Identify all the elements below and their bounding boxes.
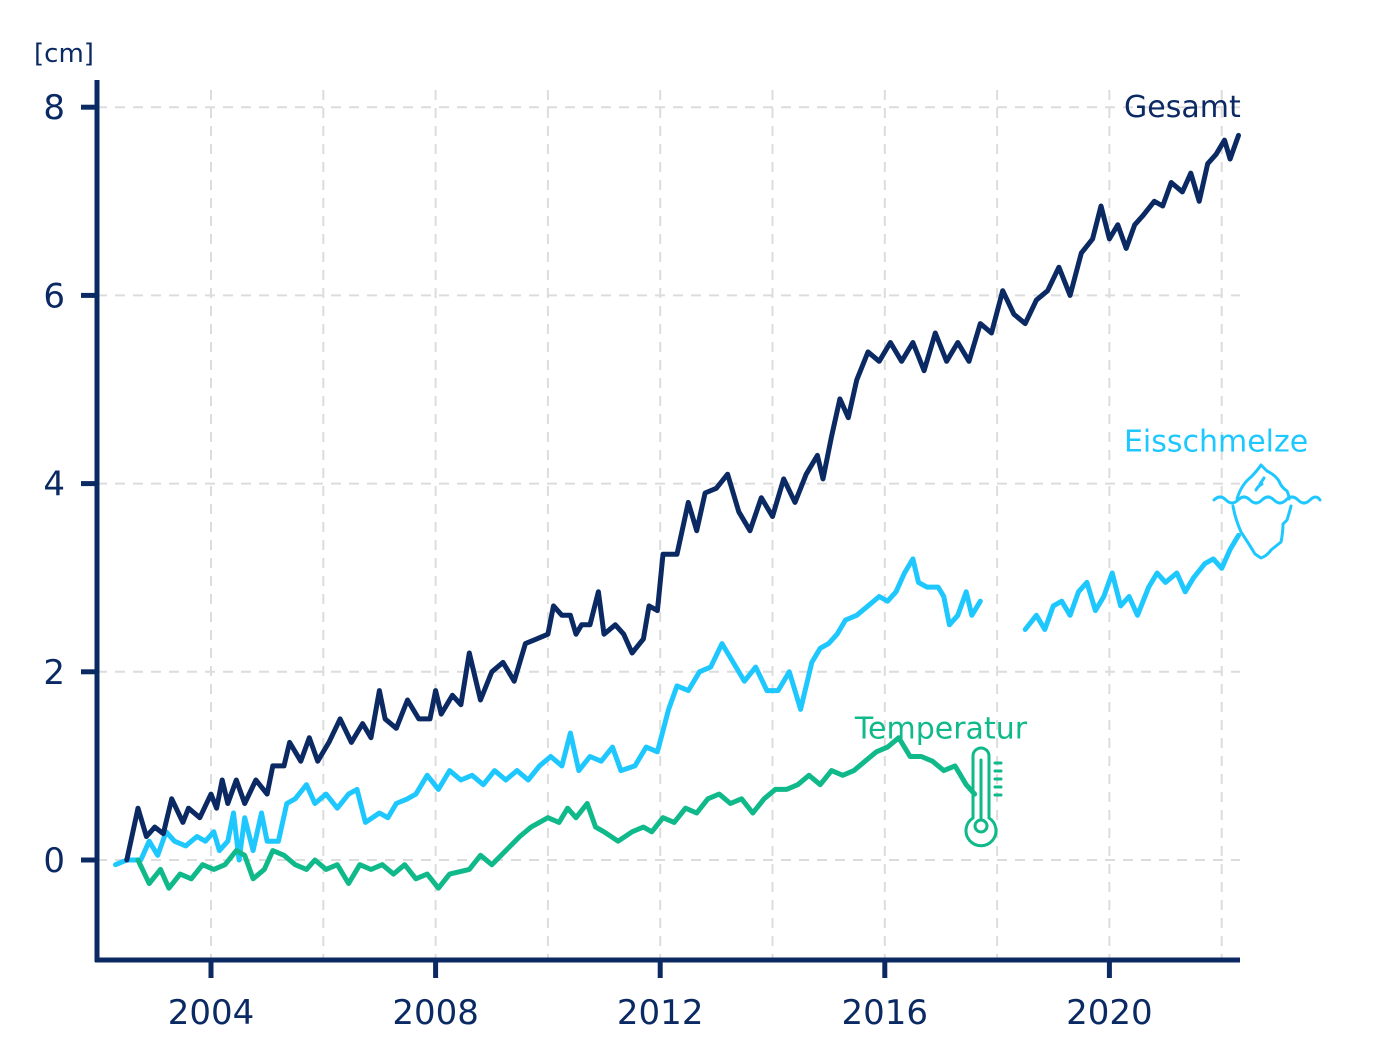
- y-axis-unit-label: [cm]: [34, 39, 94, 69]
- y-tick-label: 0: [43, 841, 65, 881]
- series-label-eis: Eisschmelze: [1124, 424, 1308, 459]
- thermometer-icon: [964, 746, 1003, 848]
- y-tick-label: 8: [43, 88, 65, 128]
- series-line-eis: [1022, 532, 1241, 632]
- x-tick-label: 2004: [168, 993, 255, 1033]
- series-label-gesamt: Gesamt: [1124, 90, 1241, 125]
- series-line-temp: [135, 735, 978, 891]
- series-labels: Gesamt Eisschmelze Temperatur: [854, 90, 1308, 746]
- series-line-eis: [113, 556, 983, 868]
- y-tick-label: 4: [43, 465, 65, 505]
- series-label-temp: Temperatur: [854, 711, 1028, 746]
- x-tick-label: 2012: [617, 993, 704, 1033]
- x-tick-label: 2008: [392, 993, 479, 1033]
- axes: 0 2 4 6 8 2004 2008 2012 2016 2020: [43, 80, 1240, 1033]
- series-layer: [113, 132, 1241, 891]
- iceberg-icon: [1212, 463, 1322, 560]
- grid: [97, 90, 1240, 960]
- series-line-gesamt: [124, 132, 1241, 863]
- x-tick-label: 2016: [842, 993, 929, 1033]
- y-tick-label: 6: [43, 276, 65, 316]
- y-tick-label: 2: [43, 653, 65, 693]
- x-tick-label: 2020: [1066, 993, 1153, 1033]
